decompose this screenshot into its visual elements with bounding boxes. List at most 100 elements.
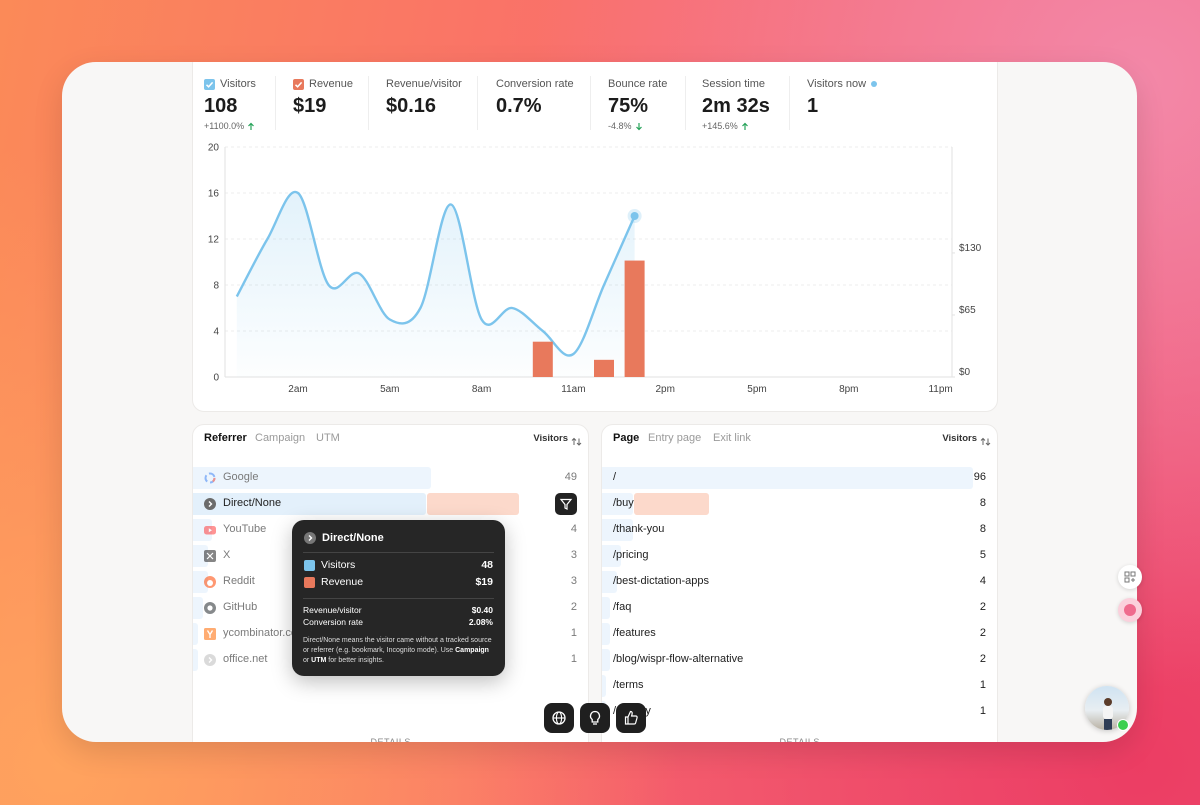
row-name[interactable]: /features xyxy=(613,627,656,639)
row-value: 1 xyxy=(979,705,986,717)
live-dot xyxy=(871,81,878,87)
metric-checkbox[interactable] xyxy=(293,78,304,90)
tooltip-label: Revenue xyxy=(321,576,364,588)
row-value: 8 xyxy=(979,523,986,535)
metric-label: Session time xyxy=(702,77,765,91)
tooltip-value: 48 xyxy=(481,559,493,571)
tab[interactable]: Page xyxy=(613,432,640,444)
check xyxy=(294,81,303,88)
metric-label-text: Revenue/visitor xyxy=(386,78,462,90)
bar xyxy=(594,359,614,377)
row-value: 2 xyxy=(979,653,986,665)
row-name[interactable]: / xyxy=(613,471,617,483)
row-bar xyxy=(193,467,431,489)
metric-label: Revenue xyxy=(293,77,353,91)
row-name[interactable]: /best-dictation-apps xyxy=(613,575,709,587)
referrer-icon xyxy=(203,497,217,516)
row-name[interactable]: /thank-you xyxy=(613,523,665,535)
x-tick-label: 11pm xyxy=(928,384,952,395)
metric-value: 2m 32s xyxy=(702,95,770,117)
referrer-icon xyxy=(203,653,217,672)
metric-checkbox[interactable] xyxy=(204,78,215,90)
side-widget[interactable] xyxy=(1118,598,1142,622)
note-part: or xyxy=(303,657,312,664)
metric-value: 75% xyxy=(608,95,649,117)
avatar-figure xyxy=(1103,698,1113,730)
metric-value: $19 xyxy=(293,95,327,117)
stat-label: Conversion rate xyxy=(303,617,364,627)
metric-label: Visitors xyxy=(204,77,256,91)
arrow xyxy=(248,122,255,130)
referrer-icon-glyph xyxy=(204,602,216,614)
window: 0 4 8 12 16 20 $0 $65 $130 2am 5am 8am 11am 2pm 5pm 8pm… xyxy=(62,62,1137,742)
row-name[interactable]: X xyxy=(223,549,231,561)
sort-icon xyxy=(980,434,991,452)
toolbar-button[interactable] xyxy=(616,703,646,733)
details-link[interactable]: Details xyxy=(370,737,411,742)
referrer-icon xyxy=(203,523,217,542)
toolbar-button[interactable] xyxy=(580,703,610,733)
row-bar xyxy=(602,675,606,697)
row-name[interactable]: ycombinator.com xyxy=(223,627,307,639)
row-value: 4 xyxy=(570,523,577,535)
tab[interactable]: UTM xyxy=(316,432,340,444)
legend-swatch xyxy=(304,560,315,571)
row-value: 3 xyxy=(570,575,577,587)
arrow xyxy=(741,122,748,130)
row-bar xyxy=(602,493,633,515)
dashboard: 0 4 8 12 16 20 $0 $65 $130 2am 5am 8am 11am 2pm 5pm 8pm… xyxy=(62,62,1137,742)
revenue-bar xyxy=(427,493,520,515)
sort-icon-glyph xyxy=(980,437,991,446)
metric-change-text: -4.8% xyxy=(608,121,632,131)
bar xyxy=(624,260,645,377)
filter-button-glyph xyxy=(559,498,573,510)
toolbar-button[interactable] xyxy=(544,703,574,733)
row-name[interactable]: YouTube xyxy=(223,523,267,535)
row-value: 49 xyxy=(564,471,577,483)
row-value: 2 xyxy=(570,601,577,613)
trend-arrow xyxy=(741,122,749,131)
sort-label[interactable]: Visitors xyxy=(533,433,568,444)
row-name[interactable]: /buy xyxy=(613,497,634,509)
details-link[interactable]: Details xyxy=(779,737,820,742)
referrer-icon xyxy=(203,627,217,646)
sort-label[interactable]: Visitors xyxy=(942,433,977,444)
row-bar xyxy=(602,519,633,541)
row-bar xyxy=(193,623,198,645)
row-bar xyxy=(602,467,973,489)
sort-icon xyxy=(571,434,582,452)
row-bar xyxy=(193,545,208,567)
area xyxy=(236,191,635,377)
metric-label-text: Bounce rate xyxy=(608,78,668,90)
tab[interactable]: Referrer xyxy=(204,432,247,444)
row-name[interactable]: /terms xyxy=(613,679,644,691)
toolbar-button-glyph xyxy=(552,711,566,725)
tooltip-icon-glyph xyxy=(304,532,316,544)
row-name[interactable]: Reddit xyxy=(223,575,255,587)
help-icon xyxy=(1124,604,1136,616)
y-tick-label: 8 xyxy=(213,281,219,292)
y-tick-label: 4 xyxy=(213,327,219,338)
tab[interactable]: Exit link xyxy=(713,432,751,444)
referrer-icon-glyph xyxy=(204,472,216,484)
row-name[interactable]: /blog/wispr-flow-alternative xyxy=(613,653,744,665)
row-name[interactable]: /pricing xyxy=(613,549,649,561)
row-name[interactable]: /faq xyxy=(613,601,632,613)
grid-icon xyxy=(1124,571,1136,583)
side-widget[interactable] xyxy=(1118,565,1142,589)
metric-label-text: Revenue xyxy=(309,78,354,90)
legend-swatch xyxy=(304,577,315,588)
x-tick-label: 2pm xyxy=(655,384,674,395)
tab[interactable]: Entry page xyxy=(648,432,702,444)
row-name[interactable]: Direct/None xyxy=(223,497,282,509)
row-name[interactable]: office.net xyxy=(223,653,268,665)
row-name[interactable]: GitHub xyxy=(223,601,258,613)
row-name[interactable]: Google xyxy=(223,471,259,483)
metric-label-text: Visitors now xyxy=(807,78,867,90)
row-bar xyxy=(193,649,198,671)
toolbar-button-glyph xyxy=(589,710,601,725)
tooltip-title: Direct/None xyxy=(322,532,384,544)
tab[interactable]: Campaign xyxy=(255,432,306,444)
row-value: 3 xyxy=(570,549,577,561)
